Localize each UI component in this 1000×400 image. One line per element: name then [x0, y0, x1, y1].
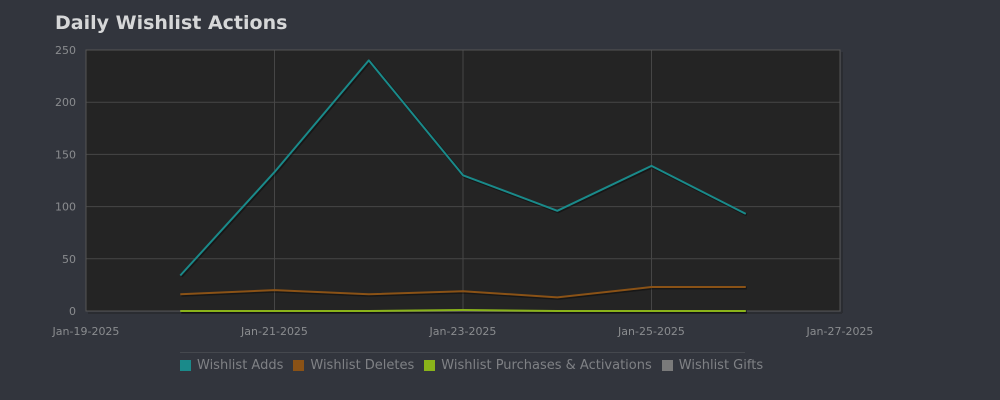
legend-item-wishlist-deletes[interactable]: Wishlist Deletes [293, 358, 414, 373]
legend-swatch [424, 359, 436, 371]
legend-item-wishlist-adds[interactable]: Wishlist Adds [180, 358, 283, 373]
x-tick-label: Jan-23-2025 [429, 325, 497, 338]
x-tick-label: Jan-21-2025 [240, 325, 308, 338]
legend-label: Wishlist Purchases & Activations [441, 357, 652, 373]
x-tick-label: Jan-25-2025 [617, 325, 685, 338]
y-tick-label: 100 [55, 201, 76, 214]
legend-swatch [180, 359, 191, 371]
legend-item-wishlist-gifts[interactable]: Wishlist Gifts [661, 357, 764, 373]
legend-label: Wishlist Deletes [310, 357, 415, 373]
y-tick-label: 150 [55, 148, 76, 161]
legend-swatch [661, 359, 673, 371]
y-tick-label: 50 [62, 253, 76, 266]
legend-swatch [293, 359, 305, 371]
chart-title: Daily Wishlist Actions [55, 12, 288, 34]
series-line-wishlist-purchases-activations [180, 309, 746, 312]
legend-item-wishlist-purchases-activations[interactable]: Wishlist Purchases & Activations [424, 357, 652, 373]
y-tick-label: 0 [69, 305, 76, 318]
legend-label: Wishlist Adds [197, 357, 284, 373]
series-line-wishlist-adds [179, 59, 747, 277]
series-line-wishlist-deletes [180, 286, 746, 299]
x-tick-label: Jan-27-2025 [806, 325, 874, 338]
y-tick-label: 250 [55, 44, 76, 57]
legend-label: Wishlist Gifts [678, 357, 764, 373]
y-tick-label: 200 [55, 96, 76, 109]
x-tick-label: Jan-19-2025 [52, 325, 120, 338]
chart-legend: Wishlist Adds Wishlist Deletes Wishlist Pu… [180, 352, 763, 377]
